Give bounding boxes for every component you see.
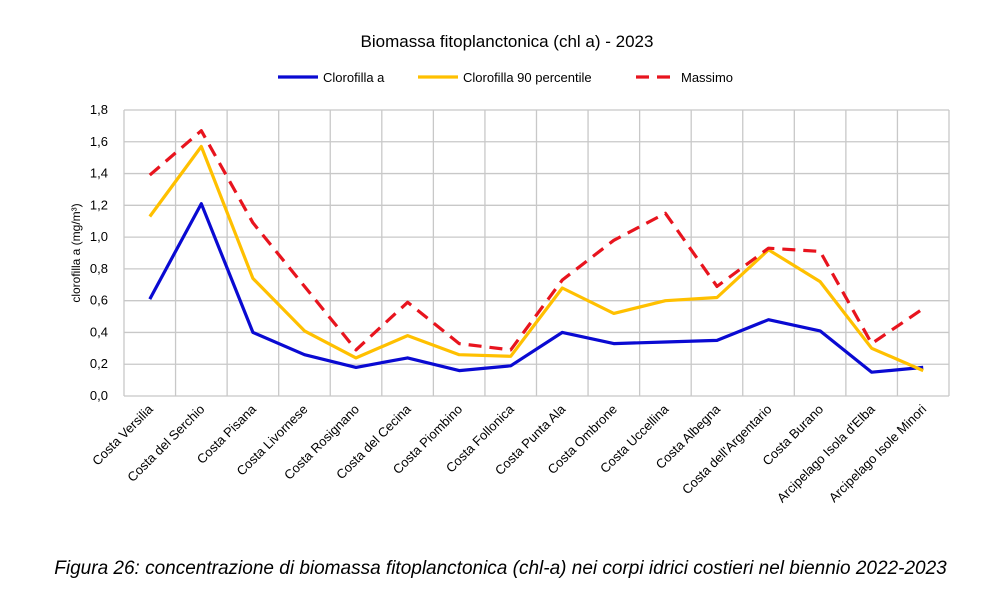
y-tick-label: 1,6 [90,134,108,149]
y-tick-label: 0,2 [90,356,108,371]
y-tick-label: 1,2 [90,197,108,212]
y-axis-label: clorofilla a (mg/m³) [69,203,83,302]
legend-label: Massimo [681,70,733,85]
x-tick-label: Arcipelago Isola d'Elba [774,401,878,505]
figure-caption: Figura 26: concentrazione di biomassa fi… [54,558,947,579]
series-line [148,202,924,374]
legend-label: Clorofilla a [323,70,385,85]
y-tick-label: 0,4 [90,324,108,339]
series-line [148,144,924,373]
gridlines [123,109,950,397]
y-tick-label: 1,0 [90,229,108,244]
x-tick-label: Costa dell'Argentario [679,402,775,498]
y-tick-label: 1,4 [90,166,108,181]
y-tick-label: 1,8 [90,102,108,117]
series-lines [148,129,925,374]
y-axis-ticks: 0,0 0,2 0,4 0,6 0,8 1,0 1,2 1,4 1,6 1,8 [90,102,108,403]
y-tick-label: 0,8 [90,261,108,276]
legend: Clorofilla a Clorofilla 90 percentile Mass… [278,70,733,85]
series-line [148,129,925,352]
x-tick-label: Arcipelago Isole Minori [826,401,930,505]
chart-title: Biomassa fitoplanctonica (chl a) - 2023 [361,32,654,51]
legend-label: Clorofilla 90 percentile [463,70,592,85]
y-tick-label: 0,0 [90,388,108,403]
y-tick-label: 0,6 [90,293,108,308]
